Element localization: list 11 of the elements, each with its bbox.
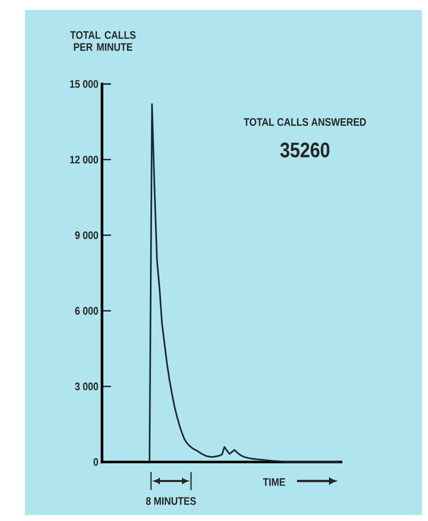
annotation: TOTAL CALLS ANSWERED xyxy=(244,118,366,126)
y-tick-label: 9 000 xyxy=(75,231,98,240)
y-tick-label: 15 000 xyxy=(70,80,98,88)
y-tick-label: 12 000 xyxy=(70,156,98,164)
y-tick-label: 3 000 xyxy=(75,382,98,390)
annotation: 35260 xyxy=(280,142,330,158)
text: 8 MINUTES xyxy=(146,497,196,505)
y-axis-title: TOTAL CALLS PER MINUTE xyxy=(70,31,136,51)
y-tick-label: 6 000 xyxy=(75,306,98,315)
y-tick-label: 0 xyxy=(94,458,98,466)
x-axis-title: TIME xyxy=(262,478,286,486)
